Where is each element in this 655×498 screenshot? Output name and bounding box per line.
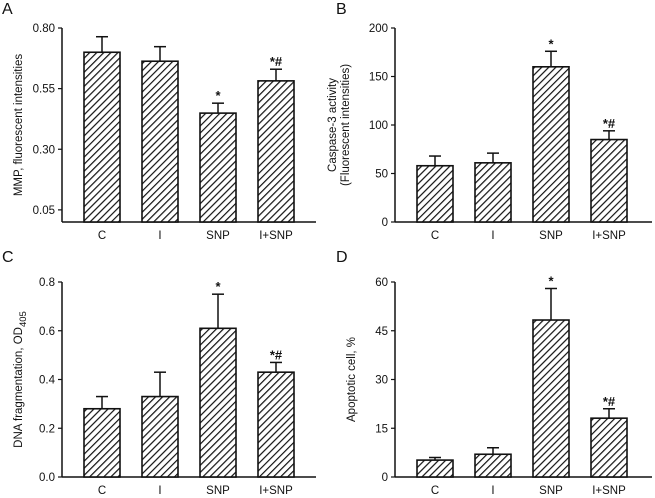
y-tick-label: 150	[369, 72, 388, 84]
significance-marker: *	[548, 36, 554, 51]
x-tick-label: SNP	[206, 485, 230, 497]
bar-i-plus-snp	[257, 371, 295, 478]
bar-i-plus-snp	[257, 80, 295, 223]
x-tick-label: I+SNP	[592, 230, 626, 242]
y-tick-label: 200	[369, 23, 388, 35]
significance-marker: *#	[603, 116, 616, 131]
panel-b: B 0 50 100 150 200 Caspase-3 activity (Fluoresc…	[327, 1, 652, 242]
panel-d: D 0 15 30 45 60 Apoptotic cell, % C I SNP * I+SNP *#	[336, 249, 652, 497]
y-tick-label: 50	[375, 169, 388, 181]
y-tick-label: 0.4	[39, 375, 56, 387]
bar-i	[474, 453, 512, 478]
bar-snp	[532, 66, 570, 223]
bar-snp	[199, 112, 237, 223]
y-tick-label: 0.8	[39, 277, 55, 289]
y-tick-label: 0.05	[33, 205, 55, 217]
x-tick-label: C	[98, 230, 106, 242]
panel-label: A	[2, 1, 13, 18]
bar-c	[416, 459, 454, 478]
bar-i	[141, 60, 179, 223]
panel-label: D	[336, 249, 348, 266]
y-tick-label: 0	[382, 217, 388, 229]
bar-snp	[532, 319, 570, 478]
x-tick-label: I+SNP	[259, 485, 293, 497]
x-tick-label: SNP	[539, 485, 563, 497]
x-tick-label: I+SNP	[592, 485, 626, 497]
significance-marker: *	[215, 279, 221, 294]
bar-i-plus-snp	[590, 417, 628, 478]
y-tick-label: 0.0	[39, 472, 55, 484]
y-axis-label: Caspase-3 activity	[327, 78, 339, 172]
x-tick-label: SNP	[539, 230, 563, 242]
x-tick-label: C	[98, 485, 106, 497]
y-tick-label: 100	[369, 120, 388, 132]
x-tick-label: I	[491, 230, 494, 242]
y-tick-label: 45	[375, 326, 388, 338]
y-tick-label: 0.6	[39, 326, 55, 338]
panel-c: C 0.0 0.2 0.4 0.6 0.8 DNA fragmentation, OD405…	[2, 249, 316, 497]
y-tick-label: 15	[375, 423, 388, 435]
y-tick-label: 30	[375, 375, 388, 387]
x-tick-label: C	[431, 485, 439, 497]
panel-label: B	[336, 1, 347, 18]
significance-marker: *#	[270, 54, 283, 69]
x-tick-label: SNP	[206, 230, 230, 242]
bar-i	[141, 395, 179, 478]
y-axis-label: DNA fragmentation, OD405	[13, 311, 29, 448]
y-axis-label: MMP, fluorescent intensities	[13, 54, 25, 197]
y-axis-label: (Fluorescent intensities)	[340, 64, 352, 186]
bar-c	[83, 407, 121, 478]
y-tick-label: 0.55	[33, 84, 55, 96]
y-tick-label: 60	[375, 277, 388, 289]
significance-marker: *	[215, 88, 221, 103]
panel-label: C	[2, 249, 14, 266]
significance-marker: *#	[270, 347, 283, 362]
y-tick-label: 0.2	[39, 423, 55, 435]
significance-marker: *	[548, 274, 554, 289]
y-axis-label-subscript: 405	[18, 311, 29, 327]
x-tick-label: I	[158, 230, 161, 242]
bar-snp	[199, 327, 237, 478]
y-tick-label: 0	[382, 472, 388, 484]
x-tick-label: C	[431, 230, 439, 242]
y-tick-label: 0.30	[33, 144, 55, 156]
x-tick-label: I+SNP	[259, 230, 293, 242]
bar-c	[83, 51, 121, 223]
bar-i-plus-snp	[590, 138, 628, 223]
y-axis-label: Apoptotic cell, %	[346, 337, 358, 422]
x-tick-label: I	[158, 485, 161, 497]
bar-i	[474, 162, 512, 223]
bar-c	[416, 164, 454, 223]
y-tick-label: 0.80	[33, 23, 55, 35]
panel-a: A 0.05 0.30 0.55 0.80 MMP, fluorescent intens…	[2, 1, 316, 242]
x-tick-label: I	[491, 485, 494, 497]
significance-marker: *#	[603, 394, 616, 409]
